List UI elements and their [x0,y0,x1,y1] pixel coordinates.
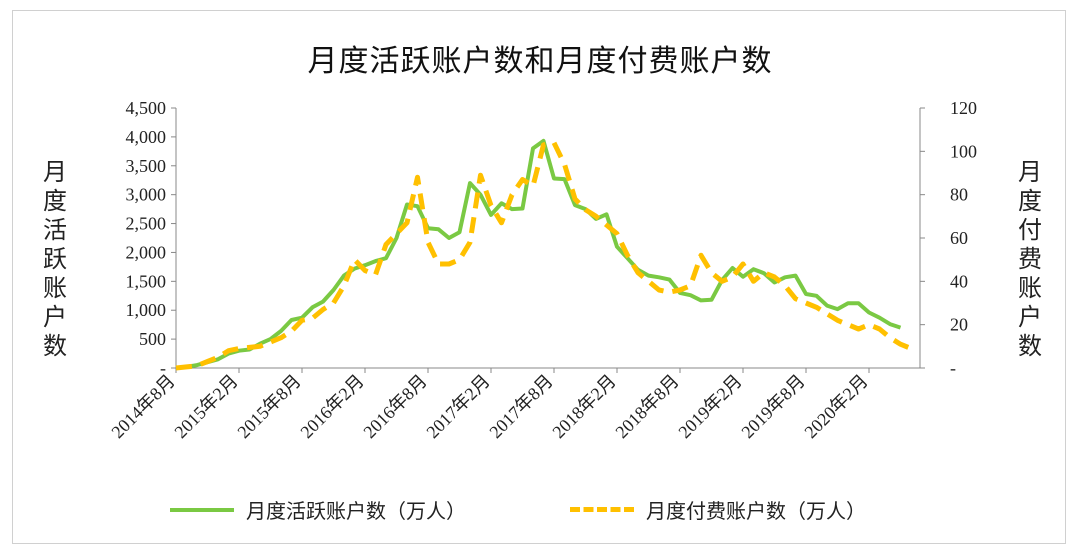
legend-label-active: 月度活跃账户数（万人） [246,499,466,523]
x-tick-label: 2017年8月 [485,371,556,442]
x-tick-label: 2019年8月 [737,371,808,442]
y-tick-label-left: 2,500 [126,214,167,234]
x-tick-label: 2020年2月 [800,371,871,442]
y-tick-label-left: 500 [139,329,166,349]
legend-item-active: 月度活跃账户数（万人） [170,495,466,524]
x-tick-label: 2019年2月 [674,371,745,442]
legend-label-paid: 月度付费账户数（万人） [646,499,866,523]
legend-item-paid: 月度付费账户数（万人） [570,495,866,524]
y-tick-label-right: 60 [950,228,968,248]
legend: 月度活跃账户数（万人） 月度付费账户数（万人） [0,495,1080,525]
x-tick-label: 2017年2月 [422,371,493,442]
y-tick-label-right: 80 [950,185,968,205]
y-tick-label-right: 100 [950,141,977,161]
y-tick-label-left: - [160,358,166,378]
x-tick-label: 2014年8月 [107,371,178,442]
y-tick-label-left: 1,000 [126,300,167,320]
y-axis-left-label: 月度活跃账户数 [43,158,67,360]
x-tick-label: 2018年8月 [611,371,682,442]
legend-swatch-active [170,507,234,512]
x-tick-label: 2015年8月 [233,371,304,442]
x-tick-label: 2016年8月 [359,371,430,442]
series-line-paid [175,140,912,371]
y-tick-label-right: - [950,358,956,378]
y-tick-label-left: 2,000 [126,242,167,262]
legend-swatch-paid [570,507,634,512]
x-tick-label: 2018年2月 [548,371,619,442]
y-tick-label-right: 120 [950,98,977,118]
x-tick-label: 2015年2月 [170,371,241,442]
y-tick-label-left: 3,000 [126,185,167,205]
y-axis-right-label: 月度付费账户数 [1018,158,1042,360]
y-tick-label-left: 4,500 [126,98,167,118]
chart-title: 月度活跃账户数和月度付费账户数 [307,44,773,79]
y-tick-label-right: 20 [950,315,968,335]
chart-frame [12,10,1066,544]
y-tick-label-left: 4,000 [126,127,167,147]
y-tick-label-left: 1,500 [126,271,167,291]
y-tick-label-right: 40 [950,271,968,291]
y-tick-label-left: 3,500 [126,156,167,176]
chart-plot: - 500 1,000 1,500 2,000 2,500 3,000 3,500 4,000 4… [107,98,977,442]
x-tick-label: 2016年2月 [296,371,367,442]
